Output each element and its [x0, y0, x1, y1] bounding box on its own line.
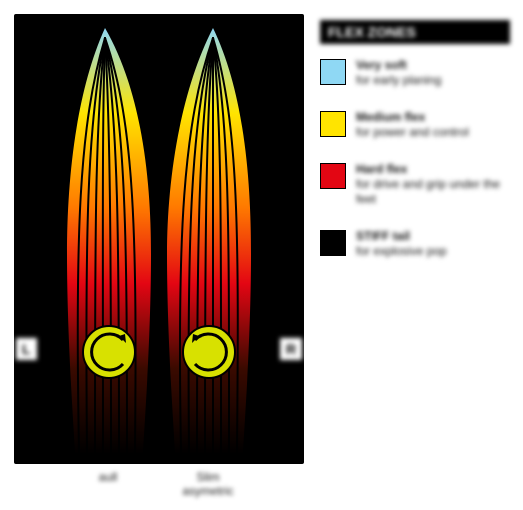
ski-left — [67, 28, 151, 454]
swatch-soft — [320, 59, 346, 85]
legend-item: STIFF tail for explosive pop — [320, 229, 510, 259]
legend-item: Medium flex for power and control — [320, 110, 510, 140]
rotation-knob-left — [83, 326, 135, 378]
ski-right — [167, 28, 251, 454]
side-label-left: L — [16, 338, 37, 360]
legend-text: Medium flex for power and control — [356, 110, 469, 140]
legend-text: STIFF tail for explosive pop — [356, 229, 447, 259]
legend-text: Very soft for early planing — [356, 58, 441, 88]
ski-label-right: Slimasymetric — [148, 470, 268, 498]
legend: FLEX ZONES Very soft for early planing M… — [320, 20, 510, 281]
ski-diagram-svg — [14, 14, 304, 464]
swatch-stiff — [320, 230, 346, 256]
swatch-hard — [320, 163, 346, 189]
legend-title: FLEX ZONES — [320, 20, 510, 44]
swatch-medium — [320, 111, 346, 137]
legend-item: Hard flex for drive and grip under the f… — [320, 162, 510, 207]
side-label-right: R — [280, 338, 302, 360]
legend-item: Very soft for early planing — [320, 58, 510, 88]
legend-text: Hard flex for drive and grip under the f… — [356, 162, 510, 207]
diagram-stage: L R — [14, 14, 304, 464]
rotation-knob-right — [183, 326, 235, 378]
